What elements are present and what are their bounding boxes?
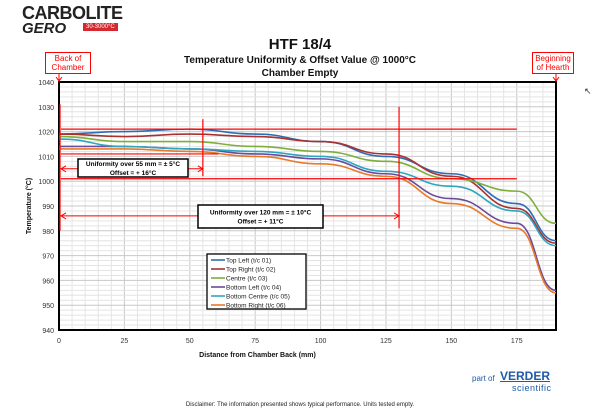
x-tick-label: 0 — [57, 338, 61, 345]
back-of-chamber-label: Back of Chamber — [45, 52, 91, 74]
logo-badge: 30-3000°C — [83, 23, 118, 31]
y-axis-label: Temperature (°C) — [25, 178, 33, 234]
x-tick-label: 100 — [315, 338, 327, 345]
series-line — [59, 148, 557, 294]
x-tick-label: 175 — [511, 338, 523, 345]
y-tick-label: 970 — [42, 254, 54, 261]
plot-frame — [58, 81, 557, 331]
verder-logo: VERDER — [500, 369, 551, 383]
annotation-120mm-line1: Uniformity over 120 mm = ± 10°C — [210, 209, 312, 217]
legend-entry: Top Left (t/c 01) — [226, 258, 271, 265]
disclaimer: Disclaimer: The information presented sh… — [185, 402, 415, 408]
annotation-120mm — [197, 204, 324, 229]
y-tick-label: 1020 — [38, 130, 54, 137]
legend-entry: Centre (t/c 03) — [226, 276, 268, 283]
legend-entry: Bottom Left (t/c 04) — [226, 285, 281, 292]
hearth-arrow-icon — [552, 74, 560, 82]
legend — [206, 253, 307, 310]
x-axis-label: Distance from Chamber Back (mm) — [199, 352, 316, 359]
dimension-arrow-120-head-right — [393, 212, 401, 220]
series-line — [58, 135, 557, 225]
x-tick-label: 125 — [380, 338, 392, 345]
logo-carbolite: CARBOLITE — [22, 3, 123, 23]
annotation-55mm-line2: Offset = + 16°C — [110, 169, 157, 177]
logo-gero: GERO — [22, 20, 67, 37]
footer-part-of: part of — [472, 374, 495, 383]
legend-entry: Bottom Centre (t/c 05) — [226, 294, 290, 301]
y-tick-label: 1010 — [38, 154, 54, 161]
legend-entry: Bottom Right (t/c 06) — [226, 303, 286, 310]
dimension-arrow-55-head-right — [197, 165, 204, 173]
legend-entry: Top Right (t/c 02) — [226, 267, 276, 274]
series-line — [58, 138, 557, 247]
x-tick-label: 150 — [446, 338, 458, 345]
y-tick-label: 1030 — [38, 105, 54, 112]
series-line — [58, 133, 557, 244]
y-tick-label: 950 — [42, 303, 54, 310]
y-tick-label: 1000 — [38, 179, 54, 186]
annotation-120mm-line2: Offset = + 11°C — [238, 218, 284, 226]
x-tick-label: 25 — [120, 338, 128, 345]
x-tick-label: 50 — [186, 338, 194, 345]
beginning-of-hearth-label: Beginning of Hearth — [532, 52, 574, 74]
x-tick-label: 75 — [251, 338, 259, 345]
annotation-55mm-line1: Uniformity over 55 mm = ± 5°C — [86, 160, 180, 168]
y-tick-label: 990 — [42, 204, 54, 211]
chart-subtitle: Temperature Uniformity & Offset Value @ … — [184, 55, 416, 66]
y-tick-label: 940 — [42, 328, 54, 335]
y-tick-label: 960 — [42, 278, 54, 285]
chart-subtitle-2: Chamber Empty — [261, 68, 339, 79]
y-tick-label: 1040 — [38, 80, 54, 87]
annotation-55mm — [77, 158, 189, 178]
chart-title: HTF 18/4 — [268, 36, 332, 53]
dimension-arrow-55-head-left — [60, 165, 67, 173]
y-tick-label: 980 — [42, 229, 54, 236]
back-arrow-icon — [55, 74, 63, 82]
verder-scientific: scientific — [512, 383, 552, 393]
cursor-icon: ↖ — [584, 86, 592, 96]
dimension-arrow-120-head-left — [60, 212, 67, 220]
